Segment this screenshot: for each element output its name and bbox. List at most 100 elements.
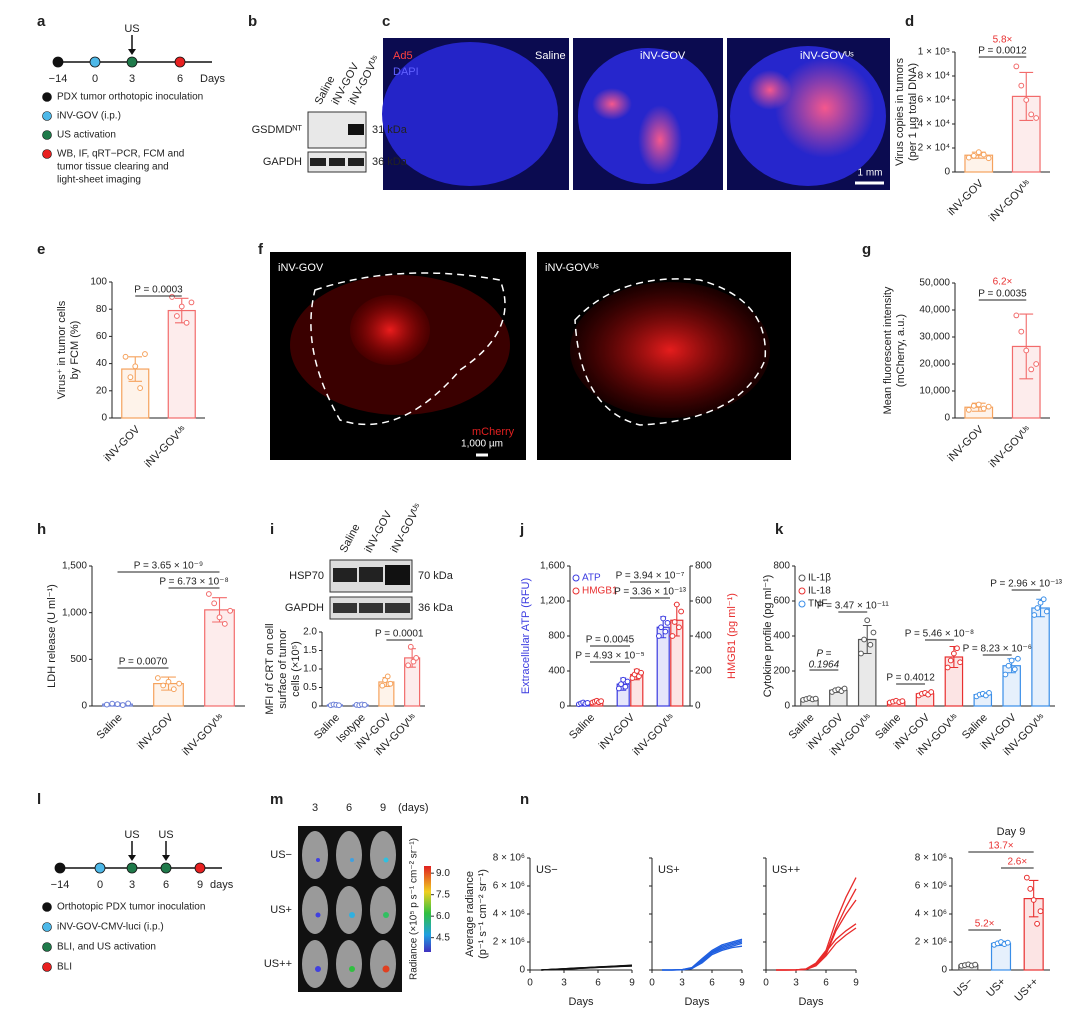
data-point — [154, 675, 161, 681]
data-point — [103, 701, 110, 708]
y-tick-label: 600 — [695, 596, 712, 607]
scale-label: 1 mm — [858, 168, 883, 179]
channel-label: mCherry — [472, 426, 515, 438]
y-tick-label: 6 × 10⁶ — [493, 881, 525, 892]
bli-images — [298, 826, 431, 992]
legend-text: tumor tissue clearing and — [57, 162, 169, 173]
legend-dot — [42, 130, 52, 140]
data-point — [965, 154, 972, 161]
annotation: P = 3.65 × 10⁻⁹ — [134, 561, 203, 572]
x-tick-label: US+ — [984, 976, 1008, 1000]
data-point — [137, 385, 144, 391]
y-tick-label: 20 — [96, 385, 108, 396]
data-point — [1005, 662, 1012, 669]
y-axis-label: (mCherry, a.u.) — [895, 314, 907, 387]
y-axis-label: surface of tumor — [277, 629, 289, 709]
data-point — [1027, 885, 1034, 892]
timepoint-label: −14 — [51, 879, 70, 891]
data-point — [379, 682, 386, 689]
data-point — [841, 685, 848, 692]
legend-text: HMGB1 — [582, 586, 618, 597]
data-point — [676, 624, 682, 631]
panel-letter: d — [905, 13, 914, 30]
y-tick-label: 0 — [941, 965, 947, 976]
x-tick-label: US++ — [1012, 976, 1040, 1004]
x-tick-label: iNV-GOVᵁˢ — [987, 178, 1034, 225]
legend-text: iNV-GOV-CMV-luci (i.p.) — [57, 922, 164, 933]
y-tick-label: 0 — [784, 701, 790, 712]
data-point — [858, 650, 864, 657]
data-point — [142, 351, 148, 357]
y-axis-label: Cytokine profile (pg ml⁻¹) — [762, 575, 774, 698]
y-axis-label: cells (×10⁵) — [290, 641, 302, 697]
data-point — [618, 681, 624, 688]
error-bar — [862, 624, 872, 655]
lane-label: Saline — [338, 522, 363, 555]
annotation: 13.7× — [988, 841, 1013, 852]
y-axis-label: HMGB1 (pg ml⁻¹) — [726, 593, 738, 679]
annotation: P = 0.0035 — [978, 289, 1027, 300]
y-tick-label: 800 — [548, 631, 565, 642]
y-tick-label: 1,500 — [62, 561, 87, 572]
image-title: iNV-GOVᵁˢ — [545, 262, 599, 274]
data-point — [965, 407, 972, 413]
day-label: 9 — [380, 802, 386, 814]
y-axis-label: (per 1 µg total DNA) — [907, 63, 919, 161]
data-point — [173, 313, 180, 319]
data-point — [221, 620, 228, 627]
x-tick-label: 6 — [709, 978, 715, 989]
row-label: US++ — [264, 958, 292, 970]
y-tick-label: 4 × 10⁴ — [918, 119, 950, 130]
legend-text: WB, IF, qRT−PCR, FCM and — [57, 149, 184, 160]
timepoint-label: 3 — [129, 879, 135, 891]
timepoint — [126, 56, 138, 68]
data-point — [387, 680, 394, 687]
data-point — [669, 633, 676, 639]
y-tick-label: 2 × 10⁶ — [915, 937, 947, 948]
data-point — [985, 155, 992, 162]
y-tick-label: 2 × 10⁴ — [918, 143, 950, 154]
legend-text: US activation — [57, 130, 116, 141]
data-point — [119, 702, 126, 708]
data-point — [1034, 605, 1041, 611]
data-point — [1002, 671, 1009, 678]
y-tick-label: 10,000 — [919, 386, 950, 397]
y-tick-label: 600 — [773, 596, 790, 607]
data-point — [671, 619, 678, 625]
y-tick-label: 1.5 — [303, 645, 317, 656]
line — [776, 927, 857, 971]
data-point — [870, 629, 877, 636]
annotation: P = 0.0045 — [586, 635, 635, 646]
x-tick-label: US− — [952, 976, 976, 1000]
annotation: P = 0.0001 — [375, 629, 424, 640]
legend-text: PDX tumor orthotopic inoculation — [57, 92, 203, 103]
y-tick-label: 6 × 10⁶ — [915, 881, 947, 892]
timeline-unit: Days — [200, 73, 226, 85]
legend-marker — [798, 600, 806, 608]
legend-dot — [42, 902, 52, 912]
chart-title: US+ — [658, 864, 680, 876]
legend-marker — [572, 587, 580, 595]
legend-marker — [798, 574, 806, 582]
panel-letter: f — [258, 241, 264, 258]
data-point — [176, 680, 183, 687]
y-axis-label: Virus⁺ in tumor cells — [56, 300, 68, 399]
legend-dot — [42, 111, 52, 121]
data-point — [1034, 920, 1040, 927]
arrow-label: US — [124, 23, 139, 35]
data-point — [598, 698, 605, 704]
annotation: 5.2× — [975, 919, 995, 930]
annotation: P = 3.47 × 10⁻¹¹ — [817, 601, 889, 612]
data-point — [1018, 82, 1025, 89]
data-point — [183, 319, 190, 326]
day-unit: (days) — [398, 802, 429, 814]
micrographs-c — [382, 38, 890, 190]
x-tick-label: iNV-GOVᵁˢ — [987, 424, 1034, 471]
data-point — [678, 608, 685, 615]
x-tick-label: iNV-GOV — [945, 423, 986, 464]
data-point — [1023, 874, 1030, 881]
legend-marker — [798, 587, 806, 595]
x-tick-label: iNV-GOVᵁˢ — [142, 424, 189, 471]
stain-label: DAPI — [393, 66, 419, 78]
x-tick-label: 3 — [793, 978, 799, 989]
